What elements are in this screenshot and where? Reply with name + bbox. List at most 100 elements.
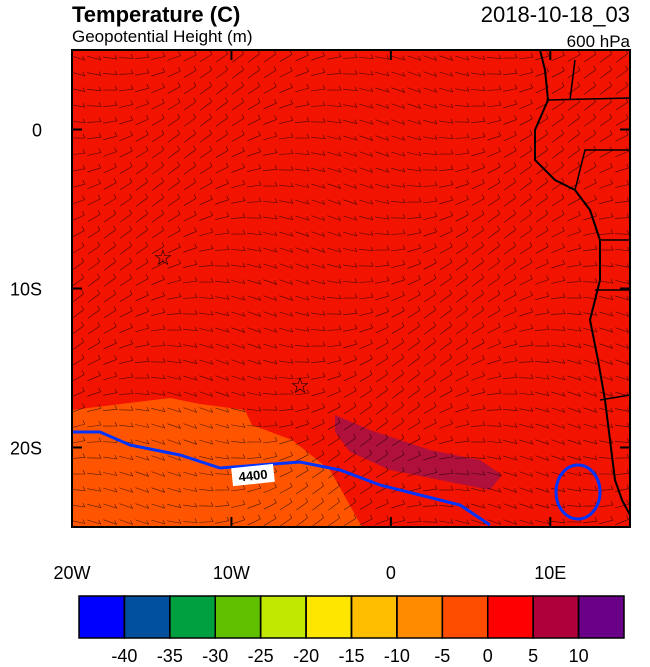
wind-barb: [568, 81, 581, 95]
border: [547, 59, 630, 401]
wind-barb: [504, 225, 516, 239]
wind-barb: [535, 275, 550, 285]
wind-barbs: [72, 50, 630, 527]
wind-barb: [87, 420, 102, 428]
wind-barb: [103, 306, 117, 318]
wind-barb: [215, 391, 230, 397]
wind-barb: [615, 359, 630, 365]
wind-barb: [215, 311, 230, 317]
wind-barb: [168, 193, 181, 207]
wind-barb: [423, 119, 438, 125]
wind-barb: [551, 51, 565, 61]
wind-barb: [88, 289, 100, 303]
wind-barb: [503, 439, 518, 444]
wind-barb: [119, 162, 133, 174]
wind-barb: [231, 163, 245, 173]
wind-barb: [567, 375, 582, 381]
wind-barb: [360, 449, 372, 463]
wind-barb: [375, 183, 390, 189]
wind-barb: [486, 85, 502, 91]
wind-barb: [359, 323, 374, 333]
wind-barb: [424, 369, 437, 383]
wind-barb: [406, 197, 422, 203]
wind-barb: [216, 113, 229, 127]
wind-barb: [119, 471, 134, 477]
wind-barb: [359, 354, 373, 366]
wind-barb: [295, 100, 310, 108]
wind-barb: [72, 195, 86, 205]
wind-barb: [567, 439, 582, 445]
wind-barb: [391, 198, 406, 204]
wind-barb: [103, 405, 118, 411]
wind-barb: [439, 419, 454, 429]
wind-barb: [472, 225, 485, 239]
wind-barb: [614, 453, 630, 459]
wind-barb: [151, 83, 165, 93]
wind-barb: [407, 434, 421, 446]
wind-barb: [407, 119, 422, 125]
wind-barb: [215, 327, 230, 333]
wind-barb: [439, 386, 453, 398]
wind-barb: [311, 357, 326, 363]
wind-barb: [551, 194, 565, 207]
wind-barb: [263, 343, 278, 349]
wind-barb: [327, 167, 342, 173]
wind-barb: [311, 279, 326, 285]
wind-barb: [344, 433, 357, 447]
wind-barb: [295, 215, 310, 221]
wind-barb: [471, 371, 486, 381]
wind-barb: [263, 514, 277, 526]
wind-barb: [87, 338, 101, 350]
wind-barb: [423, 150, 438, 156]
wind-barb: [72, 55, 86, 61]
wind-barb: [583, 195, 597, 205]
wind-barb: [247, 343, 262, 349]
wind-barb: [472, 241, 485, 255]
wind-barb: [519, 68, 534, 76]
wind-barb: [103, 338, 117, 350]
wind-barb: [343, 86, 358, 92]
wind-barb: [567, 50, 581, 62]
wind-barb: [343, 370, 357, 382]
wind-barb: [551, 518, 566, 524]
wind-barb: [343, 386, 357, 398]
wind-barb: [135, 455, 150, 461]
wind-barb: [247, 295, 262, 301]
wind-barb: [199, 244, 214, 252]
wind-barb: [231, 375, 246, 381]
wind-barb: [279, 263, 294, 269]
wind-barb: [519, 487, 534, 493]
wind-barb: [151, 67, 166, 77]
wind-barb: [264, 50, 277, 63]
temperature-field: [335, 415, 502, 490]
wind-barb: [598, 245, 614, 251]
wind-barb: [199, 50, 213, 62]
wind-barb: [199, 439, 214, 445]
wind-barb: [135, 114, 149, 126]
wind-barb: [151, 242, 165, 254]
wind-barb: [310, 326, 326, 331]
wind-barb: [72, 453, 86, 459]
wind-barb: [135, 258, 149, 270]
wind-barb: [231, 423, 246, 428]
wind-barb: [72, 337, 85, 351]
wind-barb: [263, 82, 277, 94]
wind-barb: [502, 406, 518, 411]
wind-barb: [150, 358, 166, 363]
colorbar-swatch: [169, 595, 216, 639]
wind-barb: [231, 279, 246, 284]
wind-barb: [327, 135, 342, 140]
wind-barb: [423, 402, 437, 414]
wind-barb: [391, 291, 405, 301]
wind-barb: [552, 129, 564, 143]
wind-barb: [327, 387, 341, 397]
colorbar-label: -30: [202, 646, 228, 666]
wind-barb: [455, 486, 470, 492]
wind-barb: [248, 65, 261, 79]
wind-barb: [343, 103, 358, 108]
wind-barb: [375, 291, 390, 301]
wind-barb: [359, 482, 373, 495]
wind-barb: [295, 404, 310, 412]
wind-barb: [152, 209, 165, 223]
